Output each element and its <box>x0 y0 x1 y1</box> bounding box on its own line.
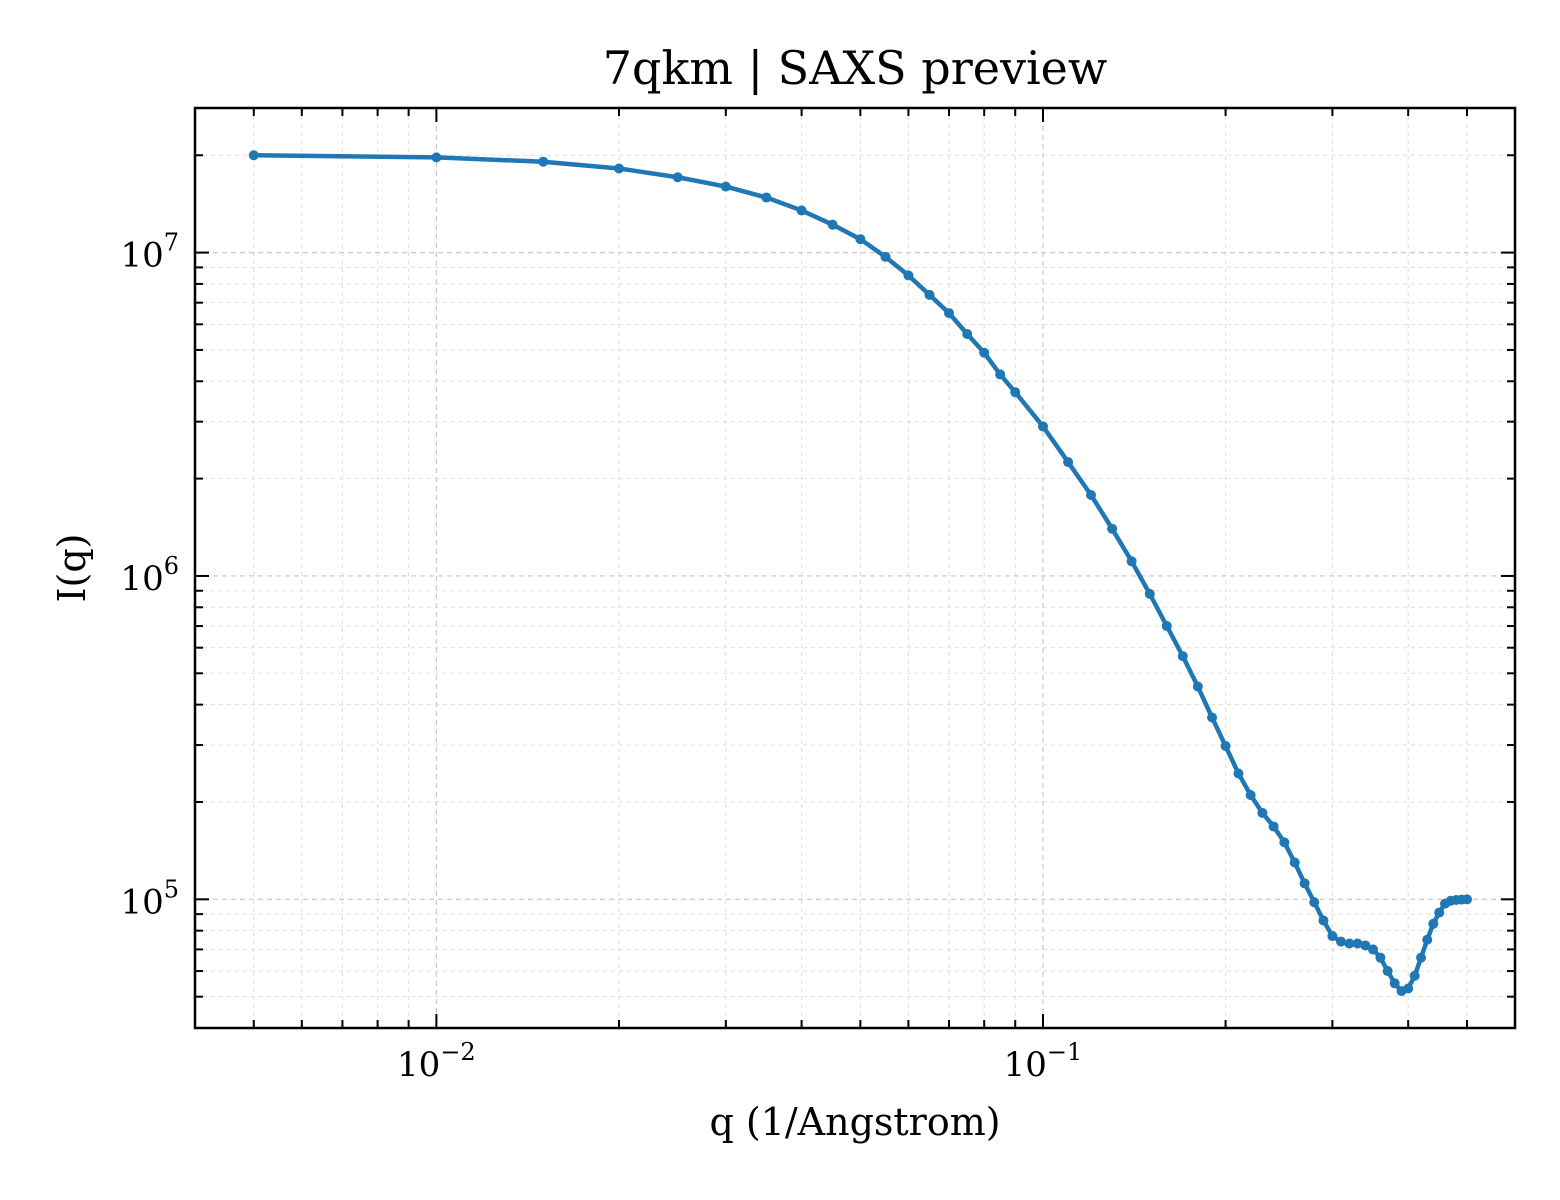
data-point <box>1233 768 1244 779</box>
axis-ticks <box>194 108 1515 1029</box>
data-point <box>1403 983 1414 994</box>
x-tick-label: 10−1 <box>1004 1038 1083 1085</box>
data-point <box>1336 936 1347 947</box>
y-tick-label: 107 <box>120 229 179 276</box>
data-point <box>761 192 772 203</box>
data-point <box>1428 918 1439 929</box>
grid <box>194 108 1515 1029</box>
data-point <box>1279 837 1290 848</box>
data-point <box>1107 523 1118 534</box>
tick-labels: 10−2 10−1 105 106 107 <box>120 229 1082 1085</box>
data-point <box>1220 740 1231 751</box>
data-point <box>827 219 838 230</box>
series-markers <box>248 150 1472 997</box>
data-point <box>903 270 914 281</box>
data-point <box>1289 857 1300 868</box>
data-point <box>1309 897 1320 908</box>
data-point <box>431 152 442 163</box>
data-point <box>1268 821 1279 832</box>
data-point <box>538 156 549 167</box>
data-point <box>1299 878 1310 889</box>
data-point <box>1344 938 1355 949</box>
data-point <box>1360 940 1371 951</box>
data-point <box>995 369 1006 380</box>
data-point <box>1257 807 1268 818</box>
data-point <box>1037 421 1048 432</box>
data-point <box>1318 915 1329 926</box>
data-point <box>1382 966 1393 977</box>
data-point <box>672 172 683 183</box>
data-point <box>1245 790 1256 801</box>
data-point <box>613 163 624 174</box>
data-point <box>1144 588 1155 599</box>
data-point <box>1375 952 1386 963</box>
data-point <box>1207 712 1218 723</box>
data-point <box>962 329 973 340</box>
data-point <box>1409 970 1420 981</box>
data-point <box>1422 934 1433 945</box>
y-tick-label: 105 <box>120 875 179 922</box>
data-point <box>1063 457 1074 468</box>
data-point <box>924 289 935 300</box>
data-point <box>1434 907 1445 918</box>
data-point <box>1389 978 1400 989</box>
data-point <box>1010 387 1021 398</box>
data-point <box>944 308 955 319</box>
y-tick-label: 106 <box>120 552 179 599</box>
data-point <box>1327 931 1338 942</box>
data-point <box>1177 651 1188 662</box>
data-point <box>1461 894 1472 905</box>
data-point <box>1126 556 1137 567</box>
data-point <box>1086 489 1097 500</box>
data-point <box>720 181 731 192</box>
data-point <box>979 347 990 358</box>
chart-title: 7qkm | SAXS preview <box>603 41 1108 95</box>
plot-frame <box>193 106 1517 1030</box>
x-tick-label: 10−2 <box>397 1038 476 1085</box>
data-point <box>1352 938 1363 949</box>
data-point <box>1368 944 1379 955</box>
x-axis-label: q (1/Angstrom) <box>709 1100 1000 1144</box>
data-point <box>1192 681 1203 692</box>
data-point <box>248 150 259 161</box>
data-point <box>1161 621 1172 632</box>
data-point <box>1416 952 1427 963</box>
y-axis-label: I(q) <box>50 534 94 603</box>
data-point <box>796 205 807 216</box>
data-point <box>880 251 891 262</box>
data-point <box>855 234 866 245</box>
